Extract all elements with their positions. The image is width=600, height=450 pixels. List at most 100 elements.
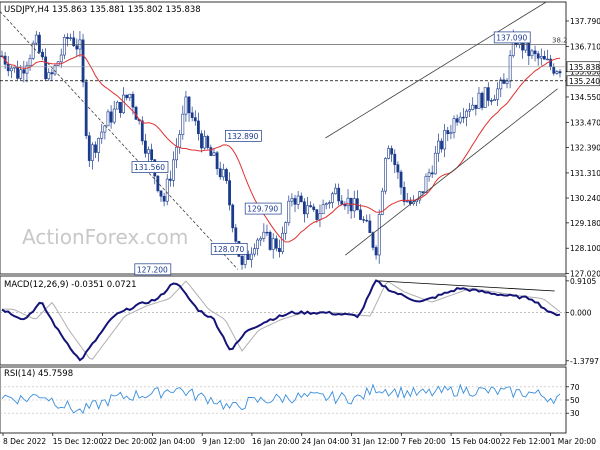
price-annotation-label: 129.790 [247,205,278,214]
candle-body [6,63,10,72]
price-ytick-label: 132.390 [570,144,600,153]
price-ytick-label: 131.310 [570,169,600,178]
candle-body [253,248,256,255]
candle-body [480,92,484,108]
candle-body [337,187,341,202]
macd-ytick-label: -1.3797 [570,357,599,366]
candle-body [502,79,506,84]
macd-ytick-label: 0.9105 [570,277,596,286]
candle-body [9,67,13,72]
candle-body [19,69,23,79]
candle-body [75,45,79,50]
candle-body [106,111,110,127]
watermark: ActionForex.com [22,225,188,249]
candle-body [72,37,76,47]
xtick-label: 22 Dec 20:00 [103,437,154,446]
price-ytick-label: 135.630 [570,68,600,77]
price-ytick-label: 133.470 [570,118,600,127]
xtick-label: 15 Feb 04:00 [451,437,500,446]
candle-body [315,209,319,220]
candle-body [296,195,300,205]
candle-body [228,180,231,206]
candle-body [530,50,534,57]
downtrend-line [0,11,239,270]
candle-body [25,65,29,74]
level-price-tag-box [566,75,600,87]
candle-body [221,169,225,178]
candle-body [546,58,549,61]
candle-body [91,144,94,161]
candle-body [334,187,337,195]
macd-divergence-line [379,280,555,292]
macd-panel-header: MACD(12,26,9) -0.0351 0.0721 [4,280,137,290]
candle-body [162,195,166,202]
candle-body [471,104,475,110]
candle-body [490,100,493,102]
macd-ytick-label: 0.000 [570,309,592,318]
candle-body [131,93,135,108]
candle-body [172,159,175,181]
price-annotation-label: 131.560 [134,163,165,172]
candle-body [81,39,85,83]
xtick-label: 1 Mar 20:00 [551,437,597,446]
fib-level-label: 38.2 [552,37,568,45]
candle-body [405,200,409,203]
candle-body [246,253,250,260]
candle-body [496,88,500,100]
rsi-ytick-label: 50 [570,396,580,405]
macd-line [1,279,561,362]
xtick-label: 8 Dec 2022 [3,437,46,446]
candle-body [362,219,366,221]
candle-body [249,253,253,260]
candle-body [340,200,344,205]
candle-body [468,109,471,112]
candle-body [299,195,303,203]
candle-body [374,247,378,256]
candle-body [259,238,263,241]
candle-body [66,37,69,39]
candle-body [377,214,381,256]
candle-body [533,50,537,55]
candle-body [109,111,113,123]
candle-body [368,220,372,233]
candle-body [555,71,559,74]
candle-body [324,203,328,206]
xtick-label: 7 Feb 20:00 [401,437,446,446]
price-annotation-box [131,161,169,173]
candle-body [399,171,403,188]
candle-body [240,256,244,265]
rsi-panel-header: RSI(14) 45.7598 [4,369,73,379]
candle-body [461,116,465,119]
candle-body [321,204,325,214]
candle-body [493,99,496,102]
candle-body [175,146,178,161]
candle-body [312,206,316,210]
channel-upper-line [325,1,547,139]
current-price-tag-box [566,61,600,73]
price-annotation-box [493,31,531,44]
candle-body [156,175,160,192]
xtick-label: 15 Dec 12:00 [53,437,104,446]
candle-body [486,87,490,101]
candle-body [44,56,48,80]
candle-body [536,53,540,59]
candle-body [268,231,272,250]
candle-body [84,81,88,137]
candle-body [380,190,384,215]
price-annotation-label: 137.090 [496,33,527,42]
price-ytick-label: 134.550 [570,93,600,102]
price-annotation-box [210,243,248,255]
candle-body [256,239,260,249]
rsi-ytick-label: 30 [570,409,580,418]
candle-body [477,92,481,109]
candle-body [184,96,188,115]
xtick-label: 24 Jan 04:00 [302,437,350,446]
candle-body [38,34,41,53]
candle-body [41,51,44,58]
candle-body [187,96,191,114]
candle-body [287,200,291,223]
candle-body [443,130,447,150]
candle-body [125,94,129,99]
candle-body [165,178,169,202]
